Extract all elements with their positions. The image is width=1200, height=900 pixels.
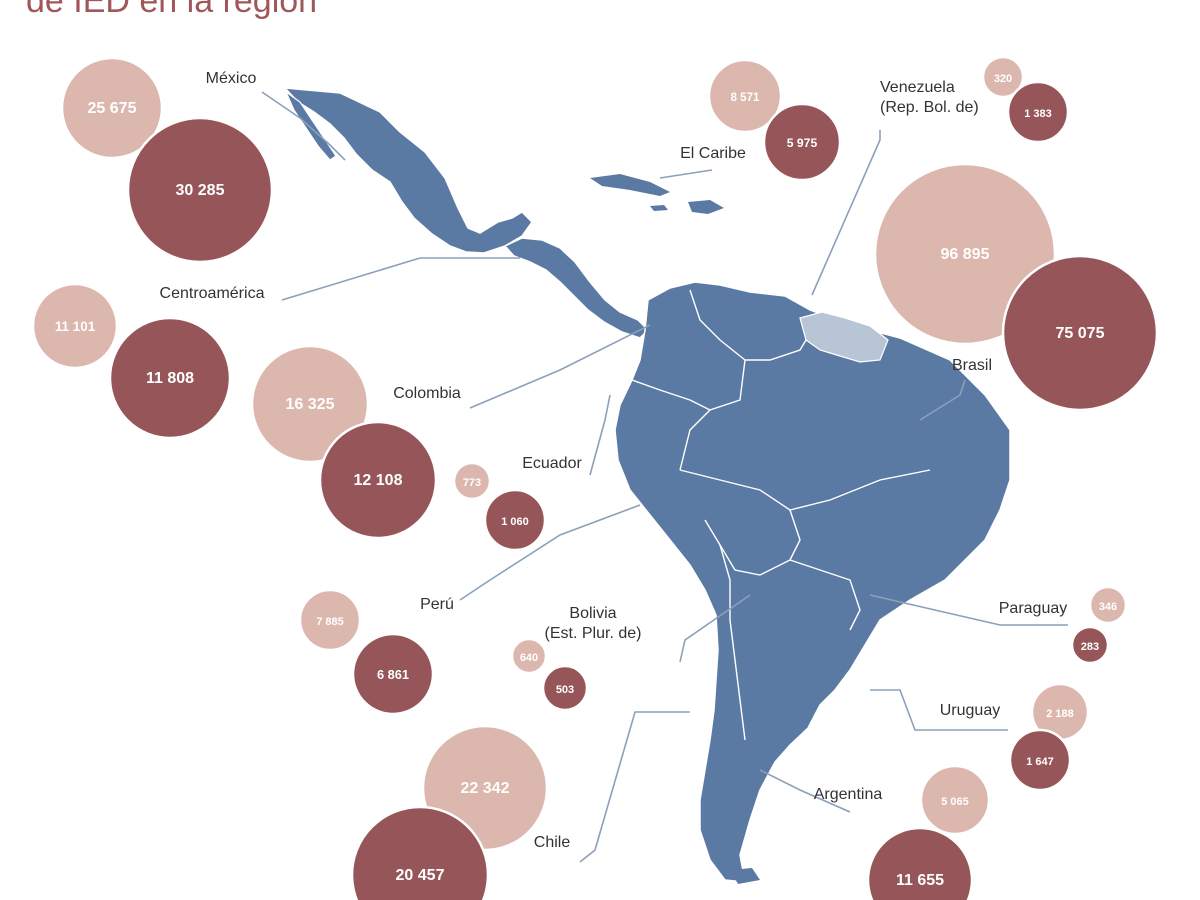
paraguay-leader-line: [869, 594, 1068, 626]
peru-leader-line: [459, 504, 641, 601]
tierra-del-fuego-shape: [730, 868, 760, 884]
argentina-value-dark: 11 655: [896, 872, 944, 889]
bolivia-bubble-dark: [541, 664, 589, 712]
ecuador-value-dark: 1 060: [501, 516, 529, 528]
peru-value-dark: 6 861: [377, 667, 409, 682]
ecuador-label: Ecuador: [522, 455, 582, 472]
chile-bubble-dark: [350, 805, 490, 900]
centroamerica-leader-line: [281, 257, 520, 301]
paraguay-label: Paraguay: [999, 600, 1068, 617]
uruguay-label: Uruguay: [940, 702, 1000, 719]
cuba-shape: [590, 174, 670, 196]
ecuador-value-light: 773: [463, 477, 481, 489]
mexico-value-light: 25 675: [88, 100, 137, 117]
colombia-bubble-light: [250, 344, 370, 464]
uruguay-value-dark: 1 647: [1026, 756, 1054, 768]
brasil-leader-line: [919, 379, 966, 421]
bolivia-bubble-light: [510, 637, 548, 675]
chile-value-dark: 20 457: [396, 867, 445, 884]
uruguay-leader-line: [870, 689, 1008, 731]
chile-label: Chile: [534, 834, 571, 851]
uruguay-value-light: 2 188: [1046, 708, 1074, 720]
colombia-label: Colombia: [393, 385, 461, 402]
centroamerica-bubble-light: [31, 282, 119, 370]
venezuela-value-light: 320: [994, 73, 1012, 85]
colombia-leader-line: [469, 324, 651, 409]
centroamerica-value-dark: 11 808: [146, 370, 194, 387]
mexico-leader-line: [261, 91, 346, 161]
mexico-label: México: [206, 70, 257, 87]
mexico-bubble-light: [60, 56, 164, 160]
caribe-label: El Caribe: [680, 145, 746, 162]
argentina-label: Argentina: [814, 786, 883, 803]
argentina-bubble-light: [919, 764, 991, 836]
caribe-bubble-light: [707, 58, 783, 134]
colombia-value-dark: 12 108: [354, 472, 403, 489]
south-america-shape: [614, 281, 1011, 883]
mexico-value-dark: 30 285: [176, 182, 225, 199]
leader-lines: [261, 91, 1068, 863]
guianas-shape: [799, 311, 889, 363]
brasil-value-light: 96 895: [941, 246, 990, 263]
central-america-shape: [503, 237, 650, 339]
jamaica-shape: [650, 205, 668, 211]
chile-leader-line: [579, 711, 690, 863]
brasil-label: Brasil: [952, 357, 992, 374]
argentina-bubble-dark: [866, 826, 974, 900]
peru-value-light: 7 885: [316, 616, 344, 628]
bolivia-value-light: 640: [520, 652, 538, 664]
centroamerica-label: Centroamérica: [160, 285, 265, 302]
peru-bubble-dark: [351, 632, 435, 716]
argentina-leader-line: [759, 769, 851, 813]
caribe-leader-line: [659, 169, 713, 179]
centroamerica-value-light: 11 101: [55, 319, 96, 334]
ecuador-bubble-dark: [483, 488, 547, 552]
caribe-value-light: 8 571: [731, 92, 760, 104]
colombia-bubble-dark: [318, 420, 438, 540]
venezuela-label: Venezuela (Rep. Bol. de): [880, 79, 979, 116]
argentina-value-light: 5 065: [941, 796, 969, 808]
uruguay-bubble-dark: [1008, 728, 1072, 792]
labels-layer: México El Caribe Venezuela (Rep. Bol. de) Ce…: [160, 70, 1068, 851]
brasil-bubble-dark: [1001, 254, 1159, 412]
venezuela-leader-line: [811, 130, 881, 296]
venezuela-bubble-light: [981, 55, 1025, 99]
bubbles-layer: 25 675 30 285 8 571 5 975 320 1 383 11 101 11 8…: [31, 55, 1159, 900]
bolivia-leader-line: [679, 594, 751, 663]
paraguay-bubble-light: [1088, 585, 1128, 625]
infographic-title: de IED en la región: [26, 0, 318, 20]
caribe-bubble-dark: [762, 102, 842, 182]
mexico-shape: [283, 87, 533, 254]
paraguay-value-light: 346: [1099, 601, 1117, 613]
bolivia-label: Bolivia (Est. Plur. de): [545, 605, 642, 642]
bolivia-value-dark: 503: [556, 684, 574, 696]
colombia-value-light: 16 325: [286, 396, 335, 413]
hispaniola-shape: [688, 200, 724, 214]
caribe-value-dark: 5 975: [787, 136, 818, 150]
centroamerica-bubble-dark: [108, 316, 232, 440]
paraguay-bubble-dark: [1070, 625, 1110, 665]
mexico-bubble-dark: [126, 116, 274, 264]
paraguay-value-dark: 283: [1081, 641, 1099, 653]
peru-label: Perú: [420, 596, 454, 613]
chile-value-light: 22 342: [461, 780, 510, 797]
ecuador-leader-line: [589, 394, 611, 476]
ecuador-bubble-light: [452, 461, 492, 501]
venezuela-bubble-dark: [1006, 80, 1070, 144]
venezuela-value-dark: 1 383: [1024, 108, 1052, 120]
peru-bubble-light: [298, 588, 362, 652]
brasil-value-dark: 75 075: [1056, 325, 1105, 342]
